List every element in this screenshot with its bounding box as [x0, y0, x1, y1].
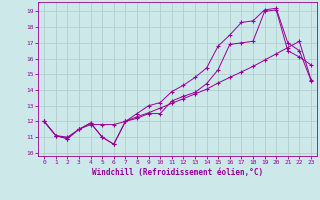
- X-axis label: Windchill (Refroidissement éolien,°C): Windchill (Refroidissement éolien,°C): [92, 168, 263, 177]
